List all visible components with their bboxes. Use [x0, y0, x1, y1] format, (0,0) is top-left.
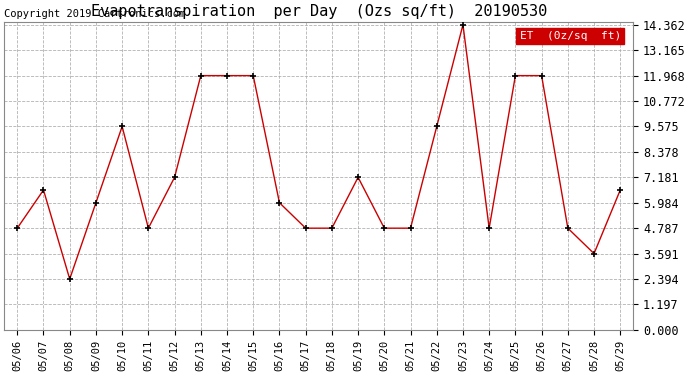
Text: Copyright 2019 Cartronics.com: Copyright 2019 Cartronics.com	[4, 9, 186, 19]
Text: ET  (0z/sq  ft): ET (0z/sq ft)	[520, 31, 621, 41]
Title: Evapotranspiration  per Day  (Ozs sq/ft)  20190530: Evapotranspiration per Day (Ozs sq/ft) 2…	[90, 4, 547, 19]
